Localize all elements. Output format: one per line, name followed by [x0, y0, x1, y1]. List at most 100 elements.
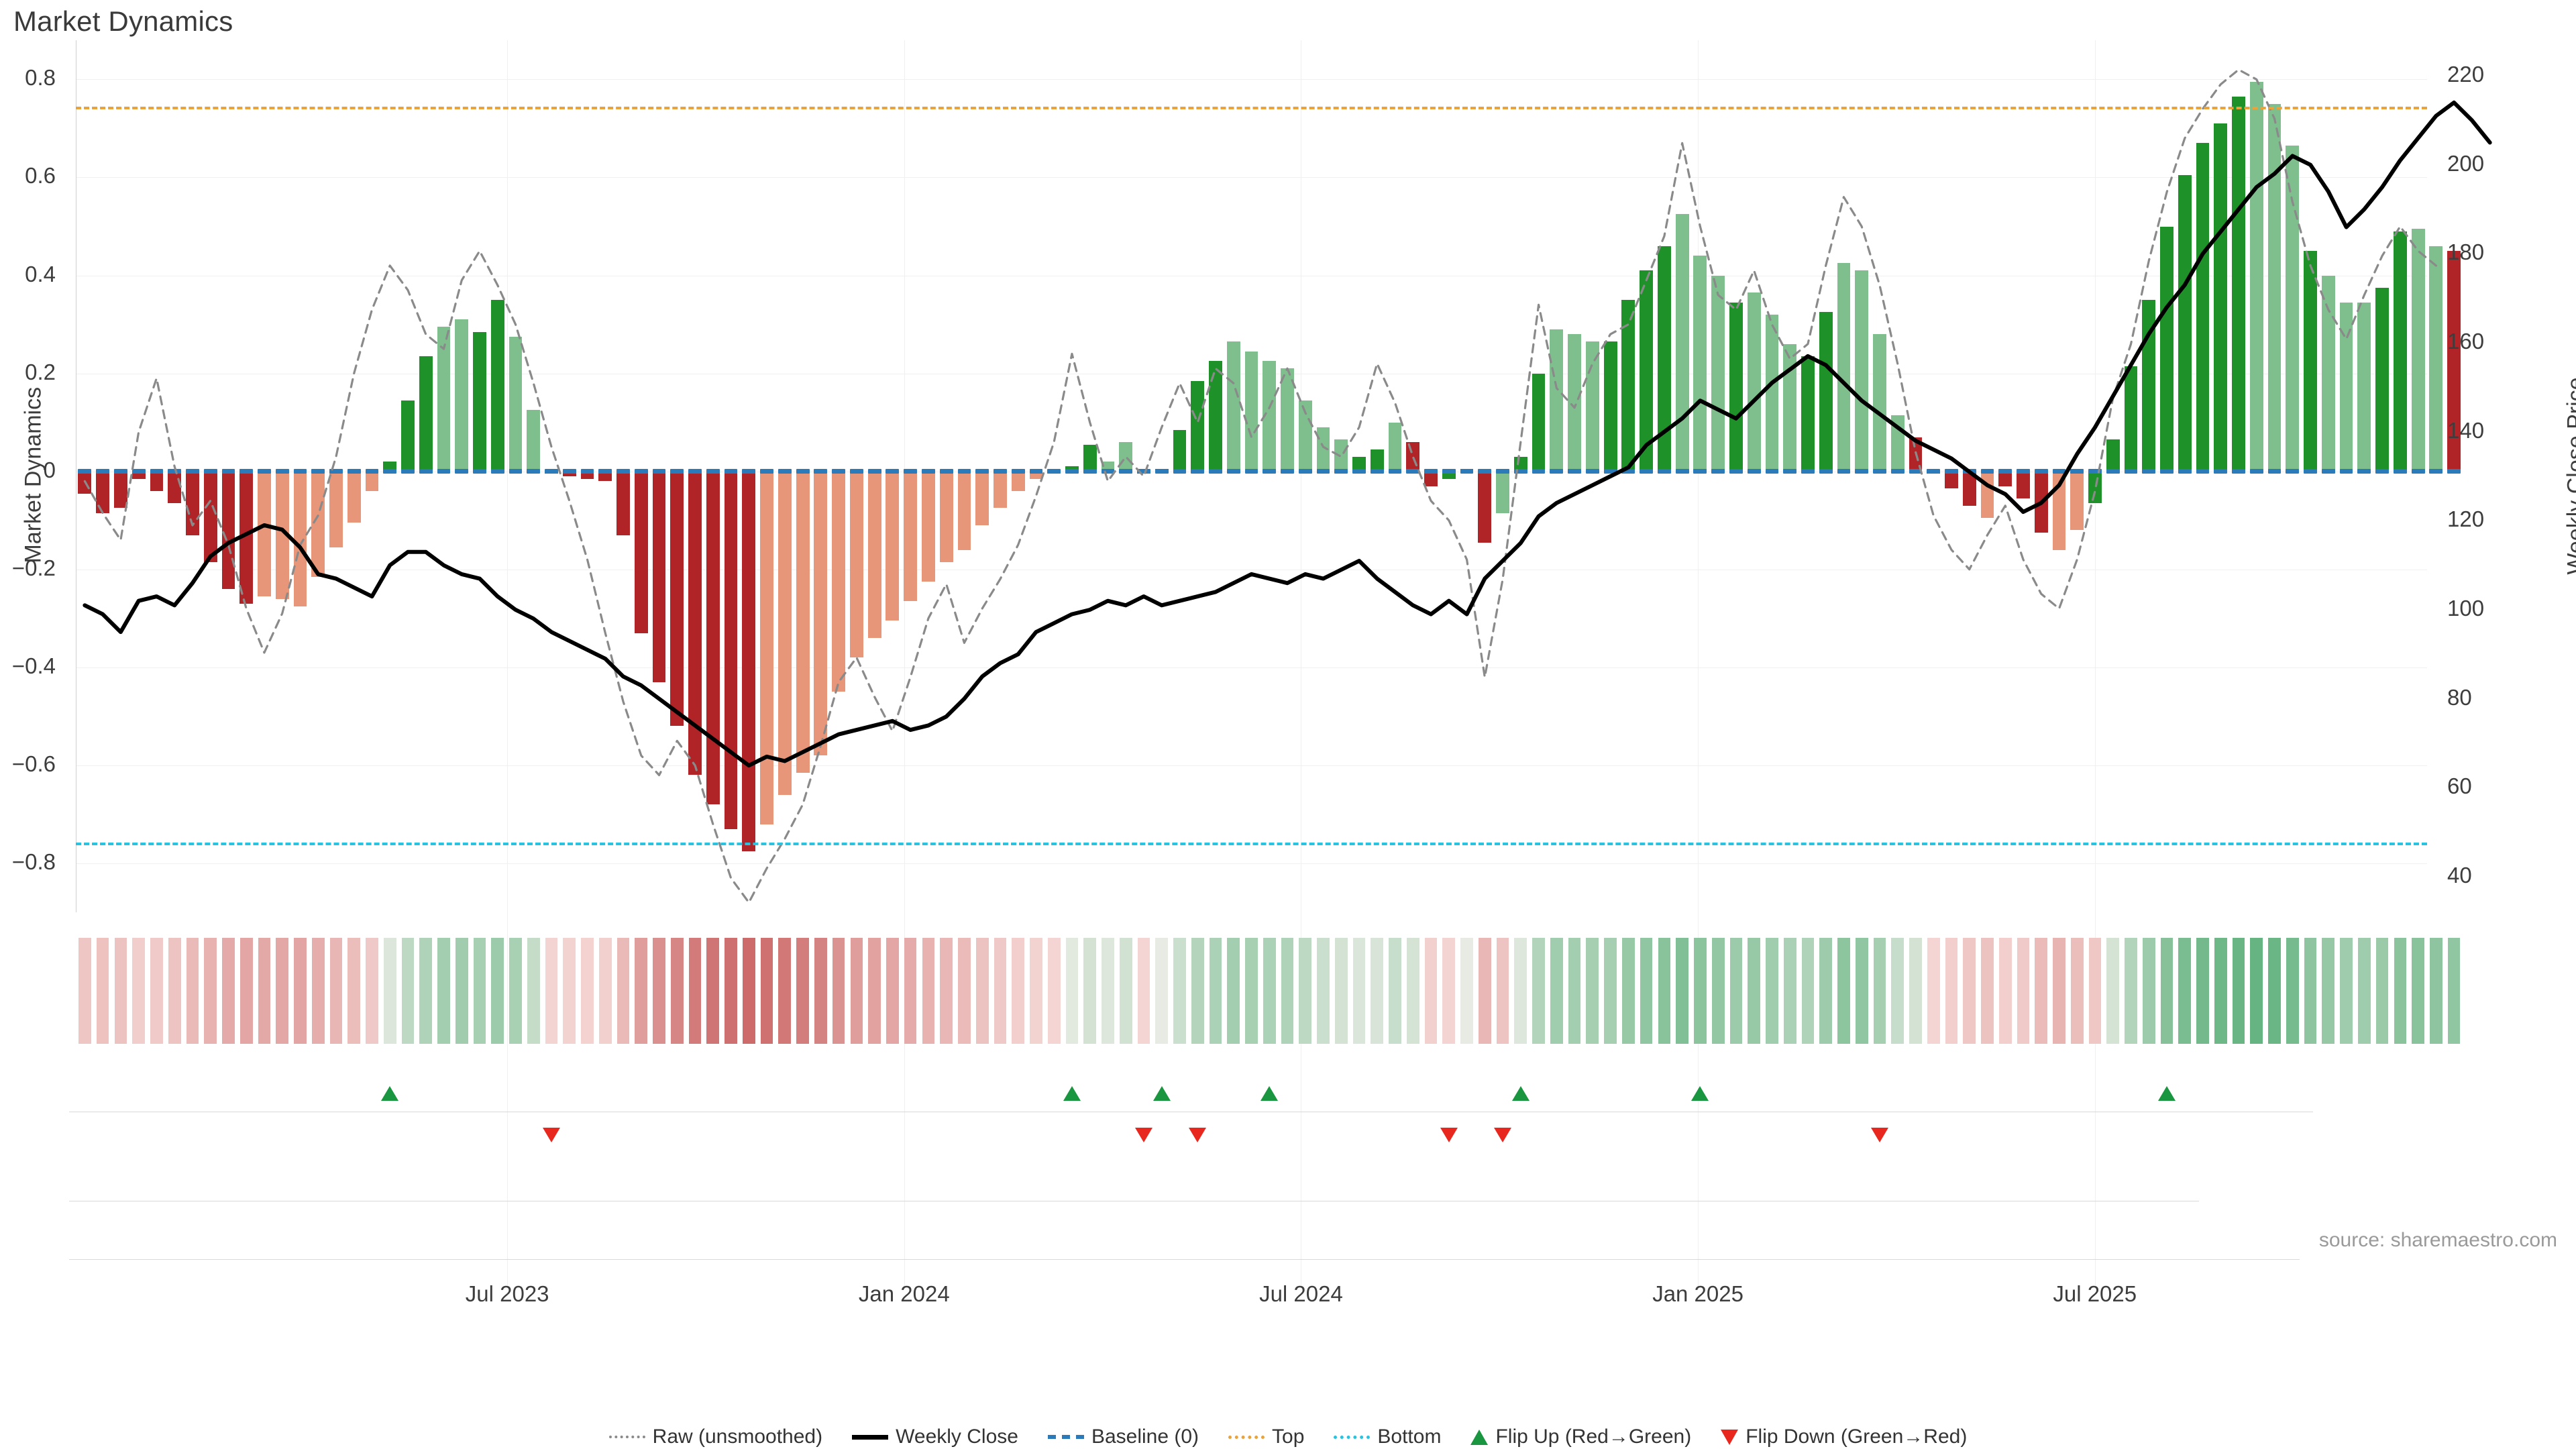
baseline-cap	[616, 469, 630, 474]
bar	[1765, 314, 1779, 472]
legend-item[interactable]: Baseline (0)	[1047, 1426, 1199, 1448]
flip-down-marker[interactable]	[1440, 1128, 1458, 1142]
legend-item-label: Raw (unsmoothed)	[652, 1426, 823, 1448]
heatmap-cell	[1855, 938, 1868, 1044]
baseline-cap	[455, 469, 469, 474]
heatmap-cell	[1819, 938, 1833, 1044]
heatmap-cell	[2322, 938, 2335, 1044]
bar	[293, 471, 307, 606]
bar	[2286, 146, 2300, 472]
baseline-cap	[1945, 469, 1958, 474]
heatmap-cell	[940, 938, 953, 1044]
heatmap-cell	[2017, 938, 2030, 1044]
baseline-cap	[1801, 469, 1815, 474]
gridline-vertical	[507, 40, 508, 1288]
heatmap-cell	[688, 938, 702, 1044]
bar	[2214, 123, 2228, 472]
heatmap-cell	[2304, 938, 2317, 1044]
baseline-cap	[1316, 469, 1330, 474]
baseline-cap	[2178, 469, 2192, 474]
baseline-cap	[1281, 469, 1294, 474]
heatmap-cell	[2286, 938, 2299, 1044]
heatmap-cell	[114, 938, 127, 1044]
bar	[1801, 356, 1815, 472]
heatmap-cell	[276, 938, 289, 1044]
baseline-cap	[1550, 469, 1564, 474]
x-axis-tick: Jan 2024	[858, 1281, 950, 1306]
baseline-cap	[113, 469, 127, 474]
dashed-blue-icon	[1047, 1435, 1084, 1439]
bar	[994, 471, 1007, 508]
baseline-cap	[329, 469, 343, 474]
flip-up-marker[interactable]	[1260, 1086, 1279, 1101]
heatmap-cell	[1460, 938, 1473, 1044]
legend-item-label: Top	[1272, 1426, 1305, 1448]
baseline-cap	[78, 469, 92, 474]
baseline-cap	[1244, 469, 1258, 474]
legend-item-label: Bottom	[1377, 1426, 1442, 1448]
heatmap-cell	[473, 938, 486, 1044]
flip-down-marker[interactable]	[1870, 1128, 1888, 1142]
flip-up-marker[interactable]	[1063, 1086, 1081, 1101]
baseline-cap	[1298, 469, 1312, 474]
baseline-cap	[2124, 469, 2138, 474]
bar	[1568, 334, 1581, 472]
heatmap-cell	[455, 938, 468, 1044]
heatmap-cell	[1496, 938, 1509, 1044]
bar	[1119, 441, 1133, 472]
heatmap-cell	[527, 938, 540, 1044]
legend-item[interactable]: Weekly Close	[852, 1426, 1018, 1448]
bar	[2178, 174, 2192, 472]
bar	[1029, 471, 1043, 479]
baseline-cap	[437, 469, 451, 474]
legend-item[interactable]: Top	[1228, 1426, 1304, 1448]
legend-item[interactable]: Bottom	[1334, 1426, 1441, 1448]
baseline-cap	[1083, 469, 1097, 474]
bar	[1962, 471, 1976, 506]
baseline-cap	[832, 469, 846, 474]
dotted-orange-icon	[1228, 1435, 1265, 1439]
baseline-cap	[2214, 469, 2228, 474]
bar	[562, 471, 576, 476]
baseline-cap	[796, 469, 810, 474]
baseline-cap	[2052, 469, 2066, 474]
flip-up-marker[interactable]	[1691, 1086, 1709, 1101]
bar	[1621, 300, 1635, 472]
bar	[904, 471, 918, 602]
flip-up-marker[interactable]	[2158, 1086, 2176, 1101]
heatmap-cell	[670, 938, 684, 1044]
bar	[1281, 368, 1294, 472]
flip-up-marker[interactable]	[1511, 1086, 1529, 1101]
flip-up-marker[interactable]	[1152, 1086, 1171, 1101]
bar	[1011, 471, 1025, 491]
legend-item[interactable]: Flip Down (Green→Red)	[1721, 1426, 1967, 1448]
flip-up-marker[interactable]	[381, 1086, 399, 1101]
legend-item[interactable]: Raw (unsmoothed)	[608, 1426, 823, 1448]
heatmap-cell	[150, 938, 163, 1044]
legend-item[interactable]: Flip Up (Red→Green)	[1470, 1426, 1691, 1448]
heatmap-cell	[1801, 938, 1815, 1044]
baseline-cap	[2142, 469, 2156, 474]
baseline-cap	[1890, 469, 1904, 474]
flip-down-marker[interactable]	[543, 1128, 561, 1142]
baseline-cap	[885, 469, 900, 474]
baseline-cap	[2106, 469, 2120, 474]
heatmap-cell	[1352, 938, 1366, 1044]
flip-down-marker[interactable]	[1134, 1128, 1152, 1142]
gridline-horizontal	[76, 79, 2427, 80]
baseline-cap	[365, 469, 379, 474]
flip-down-marker[interactable]	[1494, 1128, 1512, 1142]
baseline-cap	[1765, 469, 1779, 474]
y-axis-left-tick: 0.2	[25, 359, 56, 384]
y-axis-left-tick: 0.8	[25, 65, 56, 91]
heatmap-cell	[1927, 938, 1940, 1044]
bar	[1747, 292, 1761, 472]
bar	[2196, 143, 2210, 472]
y-axis-right-tick: 60	[2447, 773, 2472, 799]
y-axis-left-tick: −0.6	[11, 751, 56, 776]
baseline-cap	[2321, 469, 2335, 474]
bottom-reference-line	[76, 842, 2427, 845]
flip-down-marker[interactable]	[1189, 1128, 1207, 1142]
heatmap-cell	[598, 938, 612, 1044]
bar	[383, 462, 397, 472]
